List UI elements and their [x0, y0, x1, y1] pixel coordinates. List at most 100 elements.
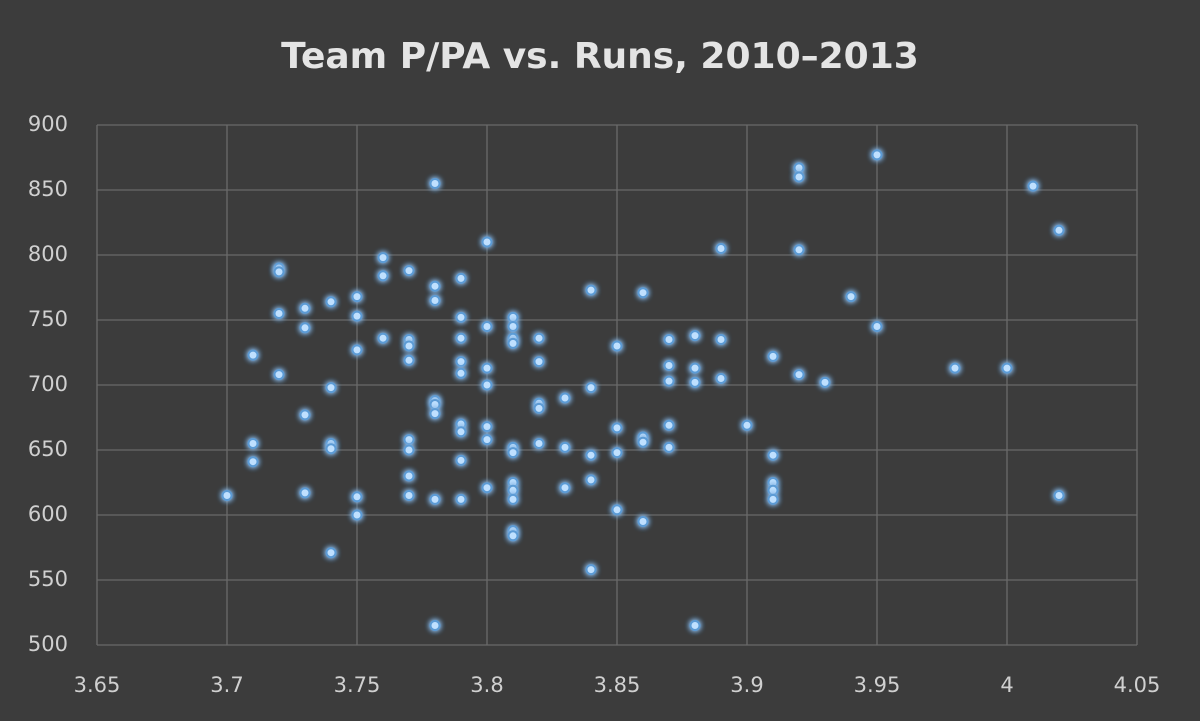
point — [663, 419, 675, 431]
point — [767, 493, 779, 505]
point — [663, 334, 675, 345]
point — [299, 322, 311, 334]
x-tick-label: 4.05 — [1114, 673, 1161, 697]
point — [507, 337, 519, 349]
point — [351, 310, 363, 322]
point — [377, 332, 389, 344]
point — [429, 493, 441, 505]
point — [507, 530, 519, 542]
point — [481, 236, 493, 248]
point — [767, 350, 779, 362]
point — [351, 509, 363, 521]
point — [663, 441, 675, 453]
point — [559, 482, 571, 494]
point — [377, 252, 389, 264]
point — [533, 356, 545, 368]
y-tick-label: 700 — [28, 372, 68, 396]
point — [507, 311, 519, 323]
point — [715, 334, 727, 345]
point — [689, 362, 701, 374]
x-tick-label: 3.7 — [210, 673, 243, 697]
point — [403, 340, 415, 352]
point — [507, 484, 519, 496]
point — [507, 447, 519, 459]
point — [637, 516, 649, 527]
point — [403, 444, 415, 456]
point — [793, 369, 805, 381]
y-tick-label: 550 — [28, 567, 68, 591]
point — [351, 491, 363, 503]
point — [429, 408, 441, 420]
y-tick-label: 900 — [28, 112, 68, 136]
point — [585, 284, 597, 296]
point — [715, 243, 727, 254]
point — [325, 382, 337, 394]
point — [663, 375, 675, 387]
chart-title: Team P/PA vs. Runs, 2010–2013 — [281, 36, 919, 77]
point — [299, 302, 311, 314]
point — [299, 409, 311, 421]
point — [819, 376, 831, 388]
point — [325, 547, 337, 559]
point — [715, 373, 727, 384]
point — [845, 291, 857, 303]
point — [429, 178, 441, 189]
point — [481, 421, 493, 433]
point — [403, 490, 415, 501]
point — [1053, 224, 1065, 236]
y-tick-label: 500 — [28, 632, 68, 656]
point — [455, 311, 467, 323]
point — [221, 490, 233, 501]
point — [455, 454, 467, 466]
point — [325, 443, 337, 455]
point — [455, 356, 467, 368]
point — [247, 456, 259, 468]
point — [533, 332, 545, 344]
point — [455, 426, 467, 438]
point — [1001, 362, 1013, 374]
point — [507, 321, 519, 332]
point — [455, 332, 467, 344]
point — [611, 422, 623, 434]
point — [637, 436, 649, 448]
point — [793, 162, 805, 174]
point — [741, 419, 753, 431]
point — [247, 349, 259, 361]
point — [585, 474, 597, 486]
point — [559, 392, 571, 404]
x-tick-label: 3.85 — [594, 673, 641, 697]
point — [273, 369, 285, 381]
point — [663, 360, 675, 371]
x-tick-label: 3.9 — [730, 673, 763, 697]
y-tick-label: 650 — [28, 437, 68, 461]
point — [403, 354, 415, 366]
y-tick-label: 600 — [28, 502, 68, 526]
point — [481, 362, 493, 374]
point — [429, 620, 441, 631]
point — [481, 482, 493, 494]
point — [767, 484, 779, 496]
point — [585, 382, 597, 394]
point — [247, 438, 259, 449]
point — [689, 376, 701, 388]
point — [429, 295, 441, 306]
point — [455, 272, 467, 284]
point — [559, 441, 571, 453]
point — [767, 449, 779, 461]
point — [507, 493, 519, 505]
point — [273, 308, 285, 319]
x-tick-label: 3.95 — [854, 673, 901, 697]
point — [403, 265, 415, 277]
point — [481, 434, 493, 446]
point — [429, 399, 441, 410]
point — [403, 470, 415, 482]
point — [689, 620, 701, 631]
point — [585, 564, 597, 576]
point — [403, 434, 415, 446]
point — [351, 344, 363, 356]
point — [611, 447, 623, 459]
point — [949, 362, 961, 374]
point — [351, 291, 363, 303]
